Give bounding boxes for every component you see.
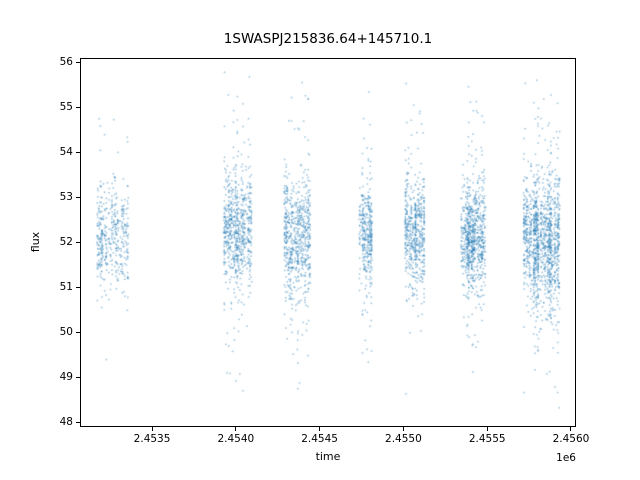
x-tick-label: 2.4560 [552, 433, 590, 445]
y-tick-label: 53 [59, 191, 73, 203]
y-tick-label: 54 [59, 146, 73, 158]
x-tick-mark [402, 427, 404, 431]
y-tick-mark [76, 332, 80, 333]
plot-area [80, 58, 576, 427]
y-tick-label: 51 [59, 281, 73, 293]
y-tick-mark [76, 107, 80, 108]
x-axis-offset-label: 1e6 [556, 452, 576, 464]
y-tick-label: 50 [59, 326, 73, 338]
chart-title: 1SWASPJ215836.64+145710.1 [223, 31, 433, 47]
y-axis-label: flux [29, 231, 42, 253]
x-tick-mark [486, 427, 488, 431]
x-tick-label: 2.4555 [468, 433, 506, 445]
y-tick-label: 48 [59, 416, 73, 428]
y-tick-label: 52 [59, 236, 73, 248]
x-tick-mark [319, 427, 321, 431]
x-tick-mark [570, 427, 572, 431]
scatter-canvas [81, 59, 575, 426]
x-tick-label: 2.4540 [217, 433, 255, 445]
y-tick-label: 49 [59, 371, 73, 383]
y-tick-mark [76, 62, 80, 63]
x-tick-label: 2.4550 [385, 433, 422, 445]
x-tick-mark [235, 427, 237, 431]
y-tick-mark [76, 422, 80, 423]
y-tick-label: 56 [59, 56, 73, 68]
x-axis-label: time [315, 450, 341, 463]
y-tick-mark [76, 242, 80, 243]
x-tick-label: 2.4545 [301, 433, 338, 445]
y-tick-mark [76, 377, 80, 378]
x-tick-label: 2.4535 [133, 433, 171, 445]
y-tick-mark [76, 197, 80, 198]
y-tick-mark [76, 152, 80, 153]
x-tick-mark [151, 427, 153, 431]
y-tick-label: 55 [59, 101, 73, 113]
y-tick-mark [76, 287, 80, 288]
